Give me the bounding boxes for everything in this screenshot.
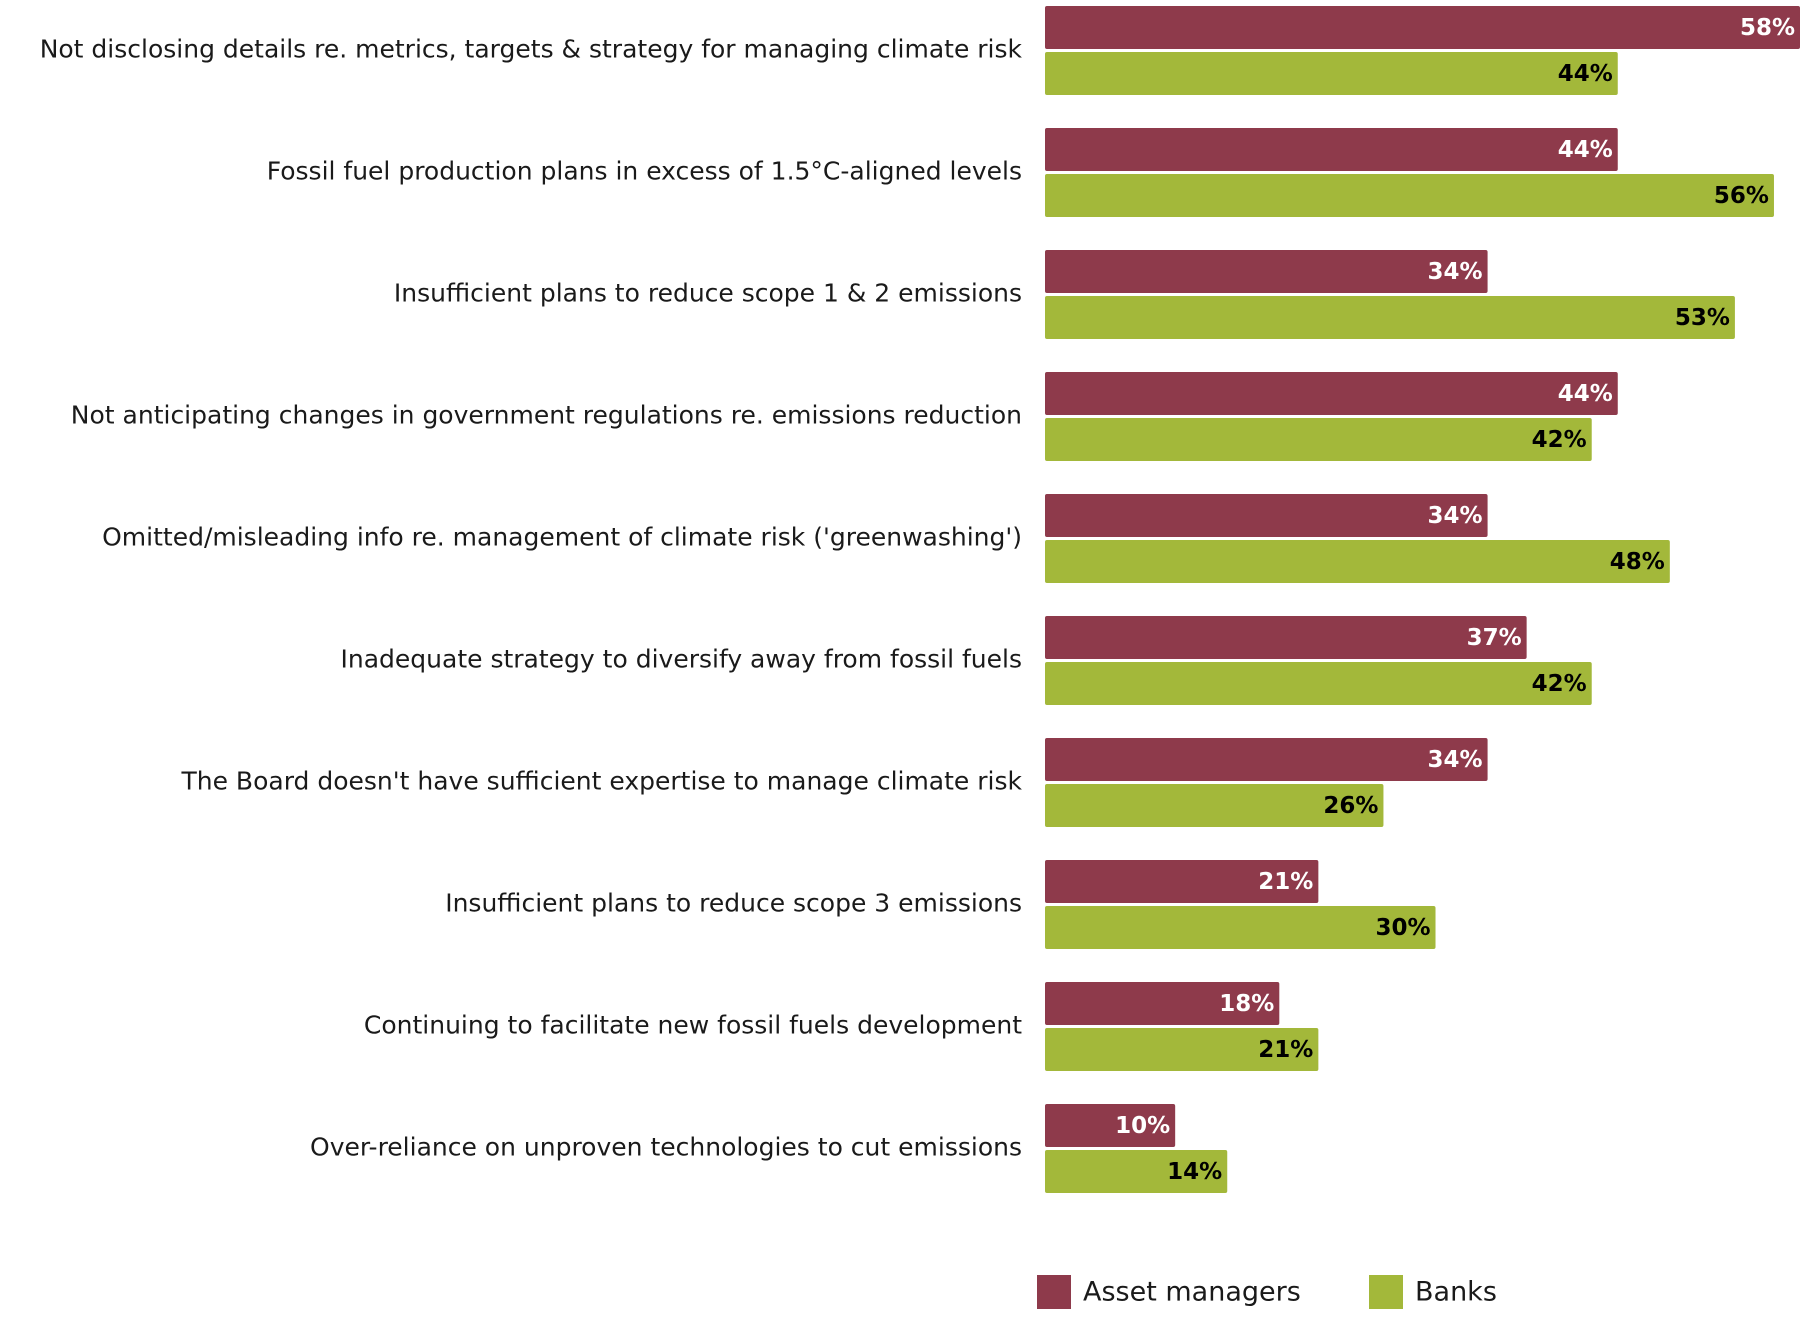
bar-banks	[1045, 540, 1670, 583]
value-label-banks: 21%	[1258, 1037, 1313, 1063]
bar-asset-managers	[1045, 738, 1488, 781]
category-label: Not disclosing details re. metrics, targ…	[40, 35, 1023, 64]
bar-banks	[1045, 418, 1592, 461]
bar-asset-managers	[1045, 616, 1527, 659]
value-label-asset-managers: 37%	[1467, 625, 1522, 651]
value-label-banks: 26%	[1323, 793, 1378, 819]
value-label-banks: 14%	[1167, 1159, 1222, 1185]
value-label-banks: 42%	[1532, 671, 1587, 697]
value-label-banks: 56%	[1714, 183, 1769, 209]
category-labels: Not disclosing details re. metrics, targ…	[40, 35, 1023, 1162]
category-label: Continuing to facilitate new fossil fuel…	[364, 1011, 1022, 1040]
bar-banks	[1045, 784, 1384, 827]
value-label-banks: 53%	[1675, 305, 1730, 331]
bar-asset-managers	[1045, 982, 1280, 1025]
value-label-banks: 48%	[1610, 549, 1665, 575]
bar-asset-managers	[1045, 6, 1800, 49]
legend-swatch-asset-managers	[1037, 1275, 1071, 1309]
bar-banks	[1045, 662, 1592, 705]
value-label-asset-managers: 58%	[1740, 15, 1795, 41]
category-label: Not anticipating changes in government r…	[71, 401, 1022, 430]
category-label: Over-reliance on unproven technologies t…	[310, 1133, 1022, 1162]
bar-asset-managers	[1045, 1104, 1176, 1147]
bar-banks	[1045, 1028, 1319, 1071]
value-label-asset-managers: 44%	[1558, 381, 1613, 407]
bars	[1045, 6, 1800, 1193]
category-label: Inadequate strategy to diversify away fr…	[341, 645, 1023, 674]
value-label-asset-managers: 44%	[1558, 137, 1613, 163]
legend-label-banks: Banks	[1415, 1277, 1497, 1308]
category-label: Insufficient plans to reduce scope 3 emi…	[445, 889, 1022, 918]
value-label-asset-managers: 34%	[1428, 259, 1483, 285]
bar-asset-managers	[1045, 372, 1618, 415]
value-labels: 58% 44% 44% 56% 34% 53% 44% 42% 34% 48% 37% 42% 34% 2…	[1115, 15, 1795, 1185]
bar-banks	[1045, 296, 1735, 339]
value-label-asset-managers: 10%	[1115, 1113, 1170, 1139]
category-label: Omitted/misleading info re. management o…	[102, 523, 1022, 552]
value-label-banks: 44%	[1558, 61, 1613, 87]
category-label: The Board doesn't have sufficient expert…	[180, 767, 1022, 796]
value-label-banks: 30%	[1375, 915, 1430, 941]
value-label-asset-managers: 34%	[1428, 503, 1483, 529]
legend-swatch-banks	[1369, 1275, 1403, 1309]
value-label-asset-managers: 18%	[1219, 991, 1274, 1017]
bar-asset-managers	[1045, 128, 1618, 171]
bar-banks	[1045, 174, 1774, 217]
bar-asset-managers	[1045, 860, 1319, 903]
category-label: Fossil fuel production plans in excess o…	[267, 157, 1022, 186]
bar-banks	[1045, 1150, 1228, 1193]
legend: Asset managers Banks	[1037, 1275, 1497, 1309]
category-label: Insufficient plans to reduce scope 1 & 2…	[394, 279, 1022, 308]
value-label-banks: 42%	[1532, 427, 1587, 453]
value-label-asset-managers: 21%	[1258, 869, 1313, 895]
value-label-asset-managers: 34%	[1428, 747, 1483, 773]
bar-asset-managers	[1045, 250, 1488, 293]
legend-label-asset-managers: Asset managers	[1083, 1277, 1301, 1308]
bar-banks	[1045, 52, 1618, 95]
bar-asset-managers	[1045, 494, 1488, 537]
bar-banks	[1045, 906, 1436, 949]
